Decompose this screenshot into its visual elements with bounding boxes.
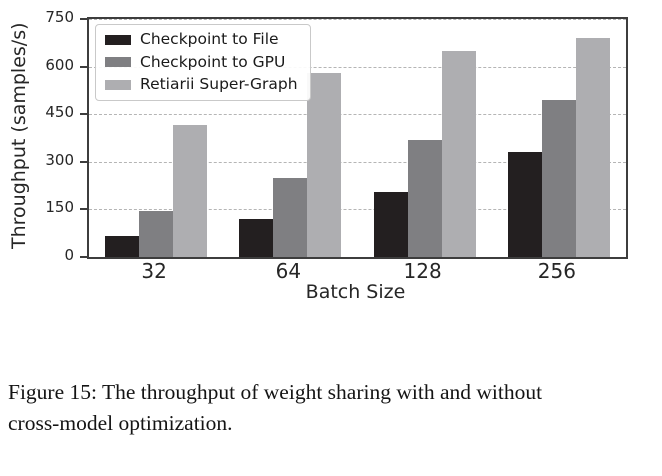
x-tick-label-64: 64 xyxy=(275,259,302,283)
gridline-150 xyxy=(89,209,626,211)
bar-group-256 xyxy=(507,38,610,257)
bar-group-64 xyxy=(239,72,342,257)
bar-group-32 xyxy=(105,125,208,257)
bar-group-128 xyxy=(373,50,476,257)
bar-64-checkpoint-to-file xyxy=(239,218,274,257)
gridline-300 xyxy=(89,161,626,163)
bar-256-checkpoint-to-gpu xyxy=(541,99,576,257)
y-tick-label-0: 0 xyxy=(64,246,74,264)
legend: Checkpoint to File Checkpoint to GPU Ret… xyxy=(95,24,311,101)
bar-256-retiarii-super-graph xyxy=(575,38,610,257)
legend-swatch-checkpoint-to-gpu xyxy=(105,57,131,68)
y-tick-label-750: 750 xyxy=(45,8,74,26)
y-tick-mark-150 xyxy=(80,208,87,211)
bar-64-checkpoint-to-gpu xyxy=(273,177,308,257)
gridline-750 xyxy=(89,19,626,20)
legend-item: Checkpoint to GPU xyxy=(105,52,298,71)
gridline-450 xyxy=(89,114,626,116)
caption-line-2: cross-model optimization. xyxy=(8,410,233,435)
y-tick-label-300: 300 xyxy=(45,150,74,169)
legend-label: Retiarii Super-Graph xyxy=(140,75,298,93)
legend-item: Retiarii Super-Graph xyxy=(105,75,298,93)
y-tick-label-600: 600 xyxy=(45,55,74,74)
bar-32-checkpoint-to-gpu xyxy=(139,211,174,257)
y-tick-mark-0 xyxy=(80,256,87,258)
bar-256-checkpoint-to-file xyxy=(507,152,542,257)
x-tick-label-32: 32 xyxy=(141,259,167,283)
x-tick-label-128: 128 xyxy=(403,259,442,283)
y-tick-label-450: 450 xyxy=(45,103,74,122)
figure-caption: Figure 15: The throughput of weight shar… xyxy=(8,377,656,438)
bar-128-checkpoint-to-gpu xyxy=(407,139,442,257)
legend-swatch-checkpoint-to-file xyxy=(105,34,131,45)
y-tick-mark-600 xyxy=(80,65,87,68)
bar-32-checkpoint-to-file xyxy=(105,236,140,257)
y-tick-mark-750 xyxy=(80,18,87,20)
bar-32-retiarii-super-graph xyxy=(173,125,208,257)
caption-line-1: Figure 15: The throughput of weight shar… xyxy=(8,380,543,404)
bar-128-retiarii-super-graph xyxy=(441,50,476,257)
gridline-600 xyxy=(89,66,626,68)
x-tick-label-256: 256 xyxy=(537,259,576,283)
plot-area: Checkpoint to File Checkpoint to GPU Ret… xyxy=(87,17,628,259)
legend-swatch-retiarii-super-graph xyxy=(105,79,131,90)
bar-64-retiarii-super-graph xyxy=(307,72,342,257)
legend-item: Checkpoint to File xyxy=(105,30,298,48)
bar-128-checkpoint-to-file xyxy=(373,191,408,257)
y-tick-mark-300 xyxy=(80,160,87,163)
x-axis-label: Batch Size xyxy=(305,281,406,303)
legend-label: Checkpoint to GPU xyxy=(140,52,286,71)
y-tick-mark-450 xyxy=(80,113,87,116)
y-tick-label-150: 150 xyxy=(45,198,74,217)
legend-label: Checkpoint to File xyxy=(140,30,279,48)
y-axis-label: Throughput (samples/s) xyxy=(8,22,30,250)
